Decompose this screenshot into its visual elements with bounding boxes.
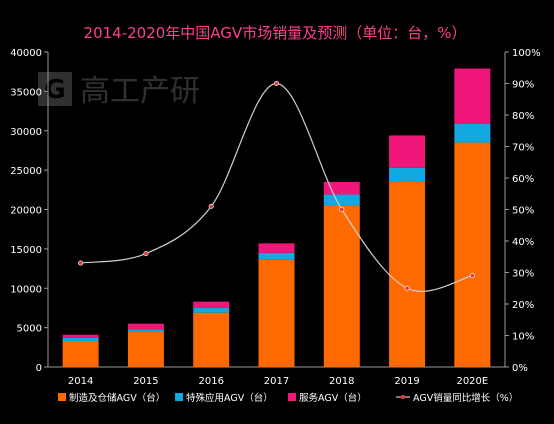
growth-line-point (404, 285, 410, 291)
watermark-g-letter: G (44, 75, 65, 105)
bar-segment-series-2 (323, 194, 360, 206)
y-right-tick-label: 10% (512, 332, 534, 343)
legend-label-series-1: 制造及仓储AGV（台） (69, 392, 165, 404)
x-tick-label: 2017 (264, 376, 289, 387)
bar-segment-series-1 (454, 142, 491, 367)
bar-segment-series-2 (193, 307, 230, 313)
y-right-tick-label: 20% (512, 300, 534, 311)
growth-line-point (469, 273, 475, 279)
bar-segment-series-3 (62, 334, 99, 338)
y-right-tick-label: 60% (512, 174, 534, 185)
bar-segment-series-2 (454, 123, 491, 143)
watermark-text: 高工产研 (80, 74, 200, 109)
y-right-tick-label: 30% (512, 269, 534, 280)
bar-segment-series-1 (389, 181, 426, 367)
bar-segment-series-1 (323, 205, 360, 367)
bar-segment-series-3 (389, 135, 426, 168)
bar-segment-series-3 (193, 301, 230, 308)
legend-line-marker (400, 394, 406, 400)
y-left-tick-label: 20000 (10, 206, 42, 217)
x-tick-label: 2020E (456, 376, 488, 387)
y-right-tick-label: 70% (512, 143, 534, 154)
legend-swatch-series-2 (175, 393, 183, 401)
y-right-tick-label: 80% (512, 111, 534, 122)
legend-label-series-3: 服务AGV（台） (299, 392, 367, 404)
growth-line-point (339, 207, 345, 213)
growth-line-point (78, 260, 84, 266)
growth-line-point (143, 251, 149, 257)
bar-segment-series-1 (193, 312, 230, 367)
y-left-tick-label: 35000 (10, 87, 42, 98)
bar-segment-series-1 (62, 341, 99, 367)
x-tick-label: 2014 (68, 376, 93, 387)
y-right-tick-label: 50% (512, 206, 534, 217)
bar-segment-series-2 (389, 167, 426, 182)
bar-segment-series-3 (454, 68, 491, 124)
y-left-tick-label: 5000 (17, 324, 42, 335)
x-tick-label: 2015 (133, 376, 158, 387)
bar-segment-series-3 (127, 323, 164, 330)
bar-segment-series-2 (62, 337, 99, 342)
growth-line-point (208, 203, 214, 209)
bar-segment-series-3 (258, 243, 295, 253)
x-tick-label: 2016 (198, 376, 223, 387)
y-left-tick-label: 30000 (10, 127, 42, 138)
y-left-tick-label: 10000 (10, 284, 42, 295)
y-right-tick-label: 100% (512, 48, 541, 59)
y-left-tick-label: 0 (36, 363, 42, 374)
legend-swatch-series-1 (58, 393, 66, 401)
bar-segment-series-2 (127, 329, 164, 332)
legend-swatch-series-3 (288, 393, 296, 401)
growth-line (78, 81, 475, 292)
watermark-g-icon (38, 72, 72, 106)
x-tick-label: 2018 (329, 376, 354, 387)
bar-segment-series-1 (258, 259, 295, 367)
legend-label-line: AGV销量同比增长（%） (413, 392, 518, 404)
y-left-tick-label: 40000 (10, 48, 42, 59)
y-left-tick-label: 15000 (10, 245, 42, 256)
y-right-tick-label: 90% (512, 80, 534, 91)
bar-segment-series-1 (127, 331, 164, 367)
bars (62, 68, 491, 367)
y-right-tick-label: 40% (512, 237, 534, 248)
y-left-tick-label: 25000 (10, 166, 42, 177)
watermark-logo: G 高工产研 (38, 72, 200, 109)
y-right-tick-label: 0% (512, 363, 528, 374)
legend: 制造及仓储AGV（台） 特殊应用AGV（台） 服务AGV（台） AGV销量同比增长（%… (58, 392, 518, 404)
chart-title: 2014-2020年中国AGV市场销量及预测（单位：台，%） (84, 24, 467, 42)
x-tick-label: 2019 (394, 376, 419, 387)
growth-line-point (273, 81, 279, 87)
bar-segment-series-2 (258, 252, 295, 260)
legend-label-series-2: 特殊应用AGV（台） (186, 392, 273, 404)
